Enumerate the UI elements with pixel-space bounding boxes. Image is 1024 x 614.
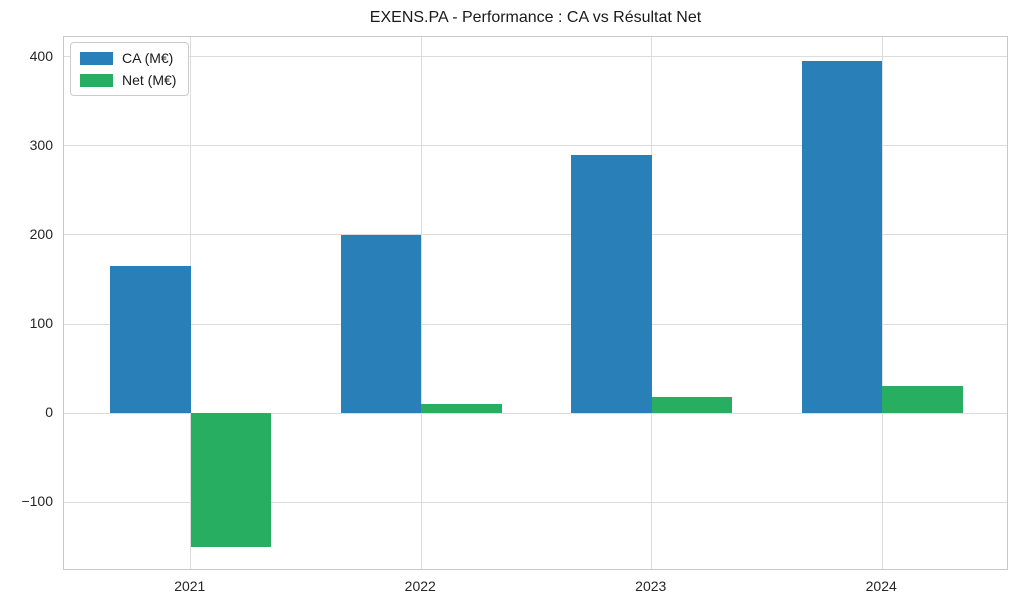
legend-swatch-net-icon — [80, 73, 113, 87]
bar-ca-2021 — [110, 266, 191, 414]
y-gridline — [64, 56, 1007, 58]
bar-ca-2024 — [801, 61, 883, 414]
plot-area — [63, 36, 1008, 570]
bar-ca-2022 — [340, 234, 422, 414]
x-gridline — [881, 37, 883, 569]
legend-swatch-ca-icon — [80, 51, 113, 65]
y-gridline — [64, 323, 1007, 325]
bar-net-2021 — [190, 413, 272, 547]
bar-ca-2023 — [571, 154, 652, 414]
x-tick-label: 2023 — [635, 578, 667, 594]
y-gridline — [64, 234, 1007, 236]
x-gridline — [420, 37, 422, 569]
chart-title: EXENS.PA - Performance : CA vs Résultat … — [369, 9, 702, 26]
legend-label-ca: CA (M€) — [122, 50, 174, 66]
y-gridline — [64, 501, 1007, 503]
legend-item-net: Net (M€) — [80, 72, 176, 88]
y-tick-label: 200 — [29, 225, 53, 242]
bar-net-2024 — [882, 386, 963, 414]
bar-net-2023 — [651, 397, 733, 414]
y-tick-label: 400 — [29, 47, 53, 64]
y-tick-label: 100 — [29, 315, 53, 332]
y-tick-label: 300 — [29, 136, 53, 153]
x-gridline — [190, 37, 192, 569]
x-gridline — [651, 37, 653, 569]
x-tick-label: 2024 — [865, 578, 897, 594]
legend-item-ca: CA (M€) — [80, 50, 176, 66]
y-tick-label: −100 — [21, 493, 53, 510]
y-gridline — [64, 145, 1007, 147]
legend-label-net: Net (M€) — [122, 72, 177, 88]
bar-net-2022 — [421, 404, 502, 414]
legend: CA (M€) Net (M€) — [70, 42, 190, 96]
y-tick-label: 0 — [45, 404, 53, 421]
y-gridline — [64, 412, 1007, 414]
x-tick-label: 2021 — [174, 578, 206, 594]
x-tick-label: 2022 — [404, 578, 436, 594]
